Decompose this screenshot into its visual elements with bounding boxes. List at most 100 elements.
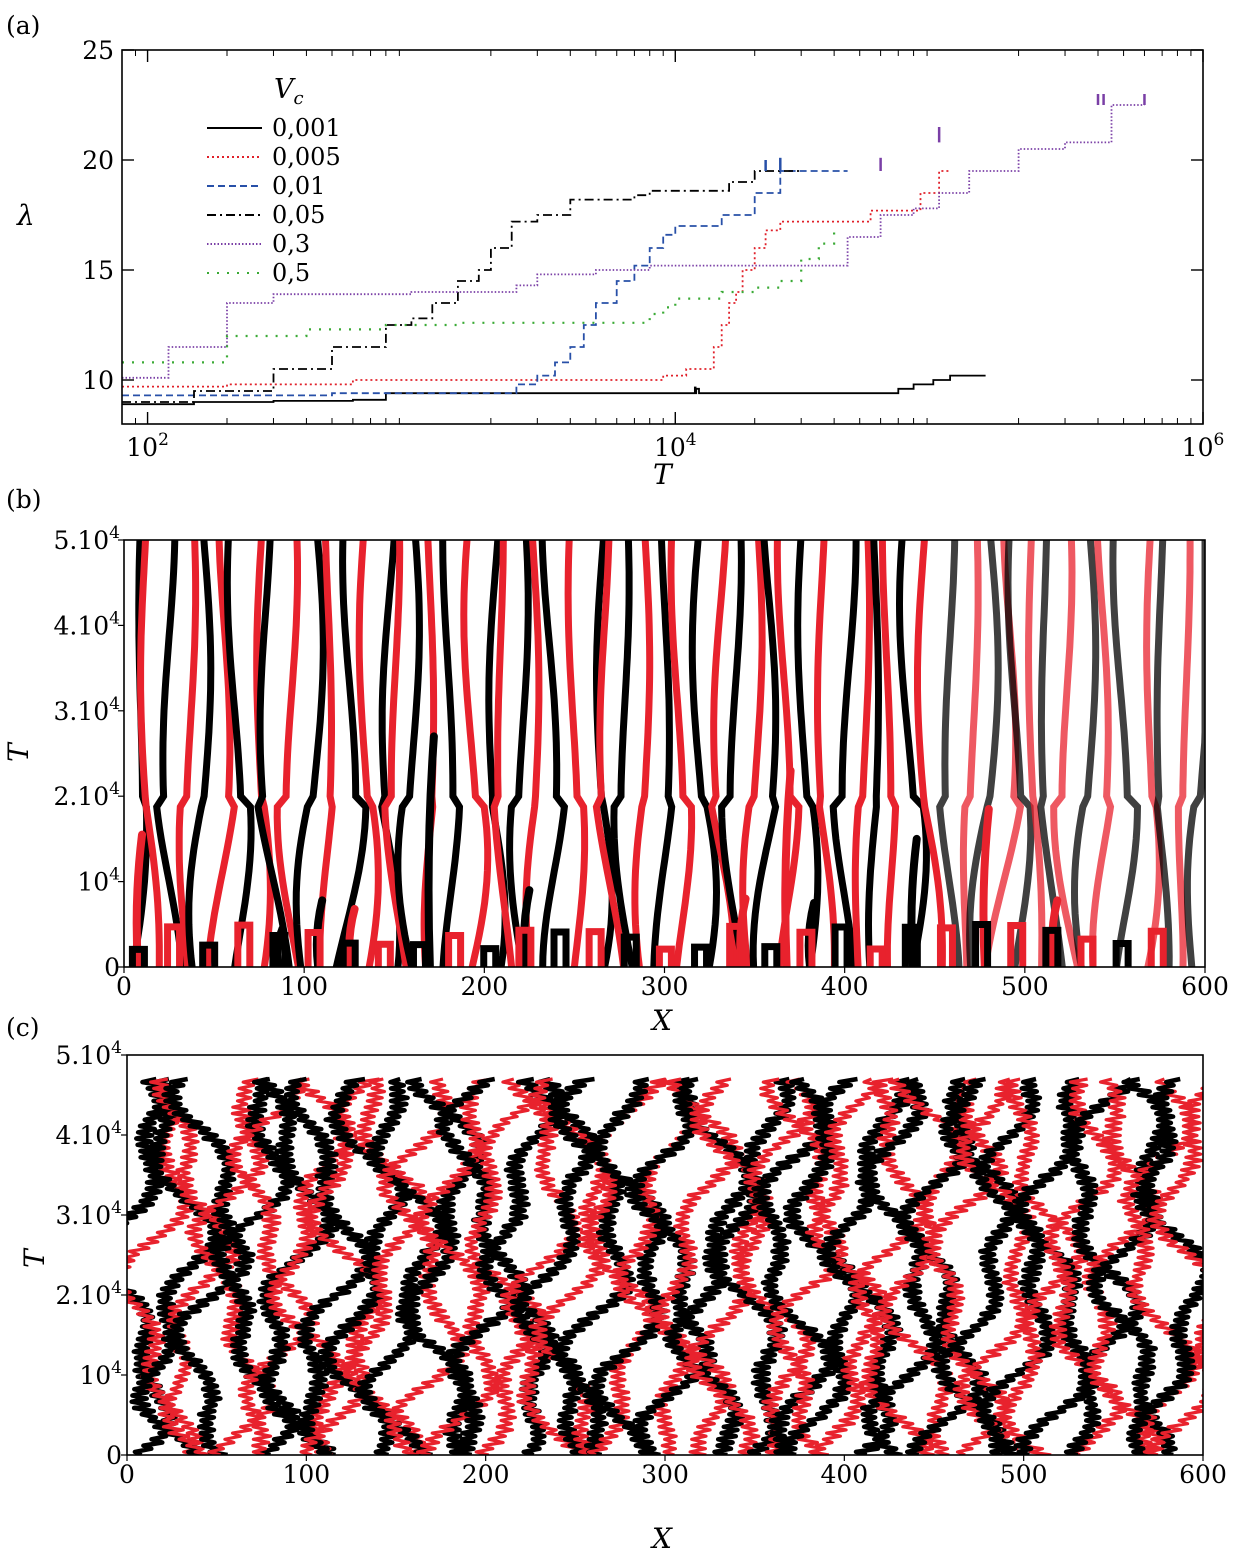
stripe-strand (966, 540, 1002, 967)
series-line (122, 170, 802, 403)
stripe-strand (829, 540, 860, 967)
stripe-strand (175, 540, 200, 967)
stripe-strand (149, 1077, 244, 1455)
stripe-strand (732, 1077, 822, 1455)
y-tick-label: 5.104 (56, 1038, 123, 1070)
bottom-loop (901, 923, 921, 967)
stripe-strand (223, 540, 255, 967)
terminated-strand (781, 766, 795, 967)
panel-c: (c) 0 100 200 300 400 500 600 0 104 2.104 3.104 4.1… (6, 1013, 1227, 1555)
stripe-strand (1037, 540, 1066, 967)
x-tick-label: 400 (820, 1460, 868, 1489)
y-tick-label: 104 (77, 865, 120, 897)
x-tick-label: 0 (119, 1460, 135, 1489)
panel-a-series (122, 94, 1146, 406)
y-tick-label: 0 (104, 953, 120, 982)
stripe-strand (354, 1076, 451, 1455)
panel-a-ticks: 10 15 20 25 102 104 106 (82, 36, 1224, 462)
bottom-loop (1112, 940, 1132, 967)
bottom-loop (515, 926, 535, 967)
bottom-loop (761, 943, 781, 967)
bottom-loop (409, 941, 429, 967)
x-tick-label: 100 (282, 1460, 330, 1489)
bottom-loop (339, 939, 359, 967)
stripe-strand (586, 1076, 673, 1455)
stripe-strand (161, 1076, 256, 1455)
stripe-strand (564, 540, 589, 967)
stripe-strand (631, 540, 654, 967)
bottom-loop (585, 928, 605, 967)
bottom-loop (796, 928, 816, 967)
series-line (122, 230, 836, 364)
panel-label-b: (b) (6, 485, 42, 514)
x-tick-label: 106 (1182, 430, 1225, 462)
series-line (122, 374, 986, 406)
stripe-strand (914, 540, 946, 967)
y-tick-label: 4.104 (56, 1118, 123, 1150)
y-tick-label: 3.104 (56, 1198, 123, 1230)
legend-title: Vc (274, 74, 304, 109)
x-axis-title-c: X (650, 1522, 673, 1555)
terminated-strand (979, 805, 993, 967)
x-axis-title-a: T (653, 458, 674, 491)
stripe-strand (1125, 1076, 1203, 1455)
stripe-strand (1042, 1077, 1128, 1455)
x-tick-label: 400 (821, 972, 869, 1001)
stripe-strand (292, 540, 327, 967)
bottom-loop (1042, 926, 1062, 967)
stripe-strand (804, 1077, 894, 1455)
stripe-strand (460, 540, 492, 967)
terminated-strand (424, 732, 438, 967)
stripe-strand (273, 540, 302, 967)
stripe-strand (1050, 540, 1082, 967)
stripe-strand (127, 1077, 205, 1455)
stripe-strand (667, 540, 696, 967)
stripe-strand (153, 540, 186, 967)
stripe-strand (650, 540, 676, 967)
stripe-strand (129, 1076, 226, 1455)
stripe-strand (1008, 1076, 1100, 1455)
legend-label: 0,001 (272, 114, 341, 142)
stripe-strand (538, 540, 569, 967)
stripe-strand (1004, 540, 1035, 967)
x-tick-label: 0 (116, 972, 132, 1001)
bottom-loop (269, 931, 289, 967)
x-tick-label: 300 (641, 1460, 689, 1489)
x-tick-label: 500 (1001, 972, 1049, 1001)
bottom-loop (936, 924, 956, 967)
panel-a-frame (121, 49, 1204, 425)
panel-label-c: (c) (6, 1013, 40, 1042)
y-tick-label: 4.104 (54, 608, 121, 640)
panel-b-ticks: 0 100 200 300 400 500 600 0 104 2.104 3.104 4.104 5.… (54, 523, 1229, 1001)
stripe-strand (592, 540, 628, 967)
bottom-loop (128, 945, 148, 967)
stripe-strand (814, 540, 838, 967)
stripe-strand (794, 540, 822, 967)
stripe-strand (952, 1077, 1037, 1455)
legend-label: 0,01 (272, 172, 325, 200)
bottom-loop (831, 923, 851, 967)
panel-b: (b) 0 100 200 300 400 500 600 0 104 2.104 3.104 4.1… (2, 485, 1229, 1037)
y-axis-title-a: λ (16, 199, 35, 232)
stripe-strand (936, 540, 963, 967)
bottom-loop (480, 945, 500, 967)
x-axis-title-b: X (650, 1004, 673, 1037)
stripe-strand (1024, 540, 1046, 967)
y-tick-label: 104 (79, 1358, 122, 1390)
x-tick-label: 600 (1179, 1460, 1227, 1489)
bottom-loop (304, 929, 324, 967)
x-tick-label: 500 (1000, 1460, 1048, 1489)
bottom-loop (866, 945, 886, 967)
series-line (122, 170, 951, 388)
stripe-strand (1089, 540, 1115, 967)
bottom-loop (1147, 927, 1167, 967)
x-tick-label: 300 (641, 972, 689, 1001)
bottom-loop (1007, 921, 1027, 967)
stripe-strand (185, 540, 215, 967)
stripe-strand (439, 540, 464, 967)
panel-c-strands (127, 1076, 1203, 1455)
stripe-strand (995, 1077, 1091, 1455)
x-tick-label: 104 (654, 430, 697, 462)
bottom-loop (199, 941, 219, 967)
